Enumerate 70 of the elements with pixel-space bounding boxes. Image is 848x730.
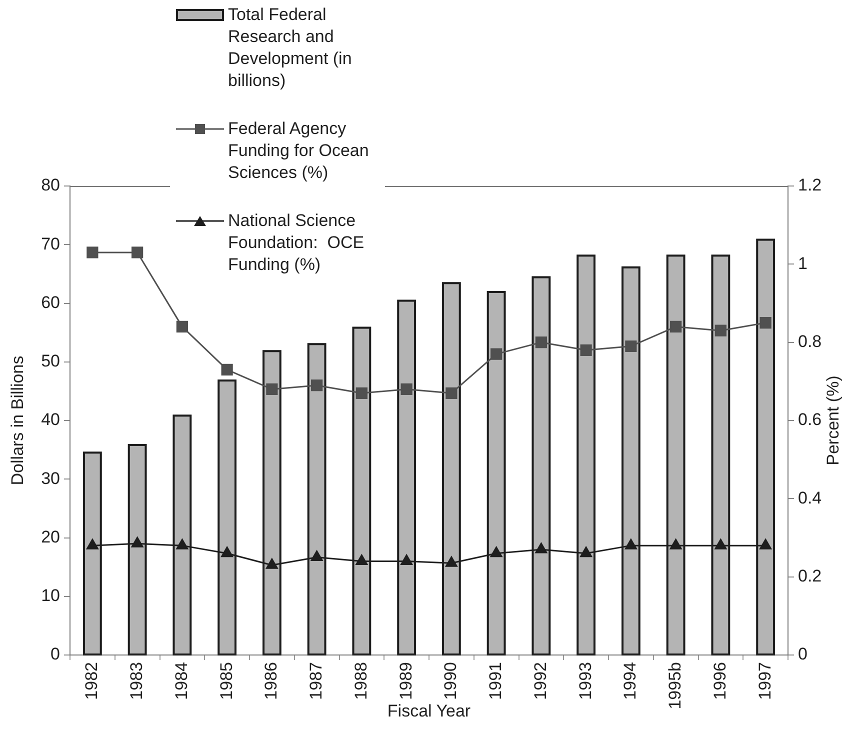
y2-tick-label: 0.6 (798, 410, 822, 430)
y2-tick-label: 0.4 (798, 488, 822, 508)
point (131, 536, 144, 548)
point (266, 383, 278, 396)
y-tick-label: 50 (41, 352, 60, 371)
point (176, 538, 188, 550)
point (86, 246, 98, 258)
y2-tick-label: 0.2 (798, 566, 822, 586)
point (670, 320, 682, 333)
legend-label: Total Federal Research and Development (in billions) (228, 4, 353, 92)
x-tick-label: 1991 (486, 662, 505, 700)
point (310, 550, 323, 562)
point (580, 344, 592, 356)
x-tick-label: 1985 (216, 662, 236, 700)
x-tick-label: 1993 (576, 662, 595, 700)
point (400, 383, 412, 396)
point (535, 542, 548, 554)
point (132, 246, 144, 258)
y-tick-label: 60 (41, 292, 60, 312)
y-axis-title: Dollars in Billions (8, 356, 27, 486)
y-tick-label: 70 (41, 234, 60, 254)
y-tick-label: 10 (41, 586, 60, 606)
x-tick-label: 1988 (351, 662, 370, 700)
point (266, 558, 278, 569)
legend-label: Federal Agency Funding for Ocean Sciences (%) (228, 118, 370, 184)
point (580, 546, 592, 558)
point (714, 324, 726, 336)
point (221, 364, 233, 376)
x-tick-label: 1989 (396, 662, 416, 700)
point (446, 387, 458, 399)
point (356, 554, 368, 565)
point (535, 336, 547, 348)
point (176, 320, 188, 333)
x-tick-label: 1996 (710, 662, 730, 700)
y-tick-label: 30 (41, 468, 60, 488)
x-tick-label: 1995b (666, 662, 684, 710)
x-axis-title: Fiscal Year (387, 701, 471, 720)
x-tick-label: 1984 (172, 662, 191, 700)
y2-tick-label: 0 (798, 644, 808, 664)
y-tick-label: 0 (50, 644, 60, 664)
x-tick-label: 1997 (755, 662, 774, 700)
point (490, 546, 502, 558)
y2-tick-label: 1.2 (798, 176, 822, 195)
legend-label: National Science Foundation: OCE Funding (%) (228, 210, 366, 276)
point (220, 546, 234, 558)
point (759, 538, 772, 550)
point (86, 538, 99, 550)
y2-tick-label: 0.8 (798, 332, 822, 352)
point (670, 538, 682, 550)
point (311, 380, 323, 392)
point (760, 316, 772, 329)
point (490, 348, 502, 360)
y-tick-label: 20 (41, 527, 60, 546)
point (445, 556, 458, 567)
point (400, 554, 413, 565)
x-tick-label: 1987 (306, 662, 326, 700)
x-tick-label: 1992 (530, 662, 550, 700)
point (624, 538, 638, 550)
x-tick-label: 1982 (82, 662, 102, 700)
y-tick-label: 40 (41, 410, 60, 430)
x-tick-label: 1986 (262, 662, 281, 700)
y-tick-label: 80 (41, 176, 60, 195)
x-tick-label: 1990 (441, 662, 460, 700)
y2-tick-label: 1 (798, 254, 808, 273)
y2-axis-title: Percent (%) (824, 376, 843, 466)
x-tick-label: 1983 (127, 662, 146, 700)
point (356, 387, 368, 399)
point (714, 538, 727, 550)
x-tick-label: 1994 (620, 662, 640, 700)
point (625, 340, 637, 352)
